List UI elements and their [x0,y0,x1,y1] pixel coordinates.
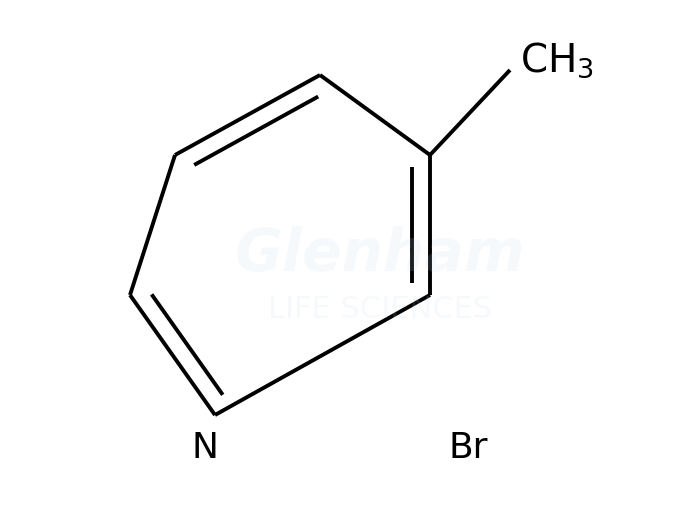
Text: LIFE SCIENCES: LIFE SCIENCES [268,295,492,324]
Text: N: N [191,431,219,465]
Text: CH$_3$: CH$_3$ [520,40,594,80]
Text: Br: Br [448,431,487,465]
Text: Glenham: Glenham [235,227,525,283]
